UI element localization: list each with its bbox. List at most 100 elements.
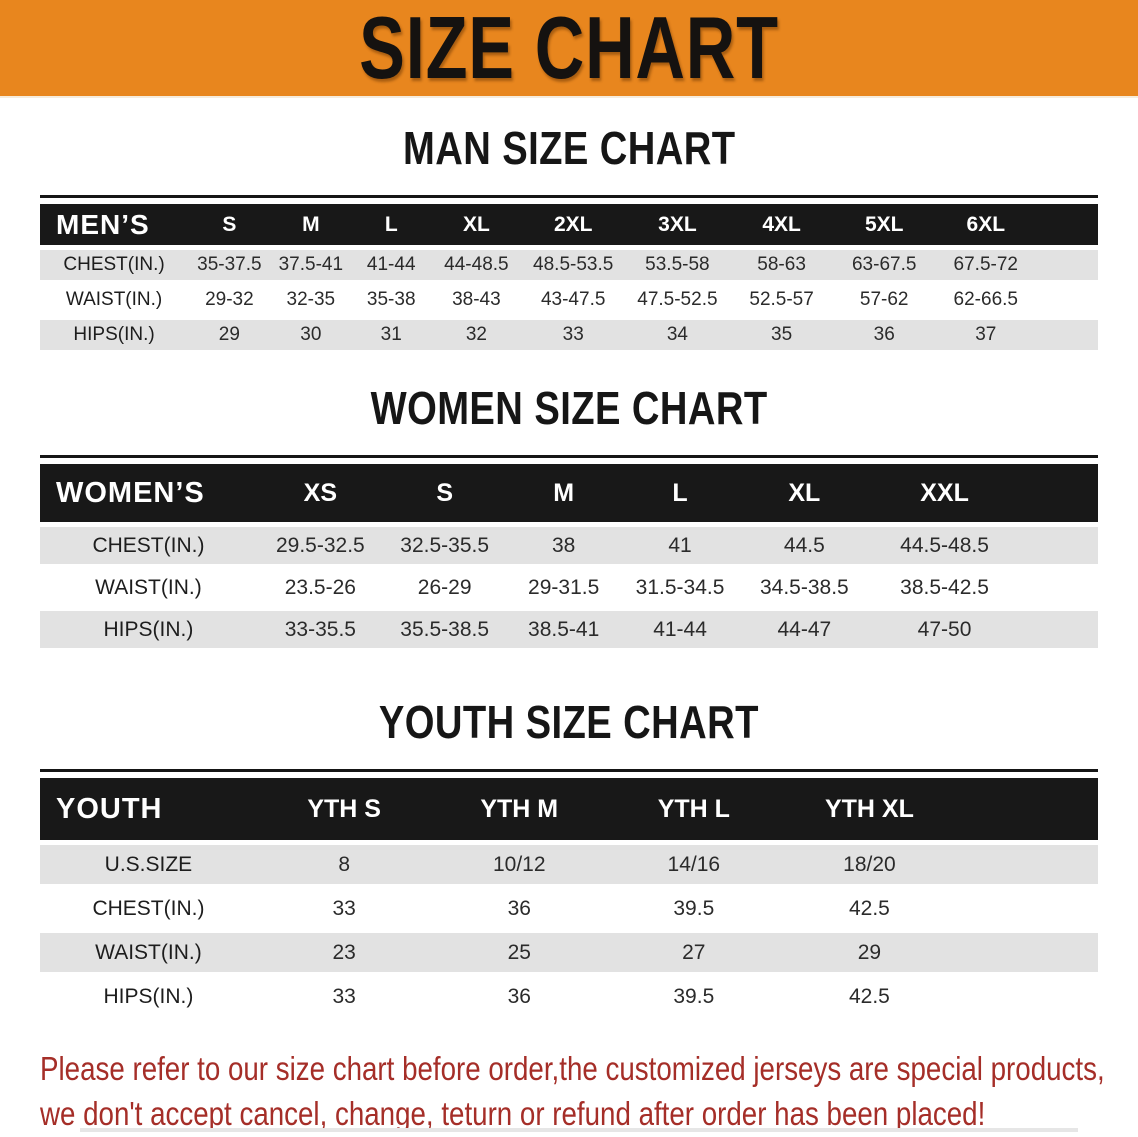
womens-size-table: WOMEN’S XS S M L XL XXL CHEST(IN.) 29.5-32.5 32.5… <box>40 455 1098 653</box>
size-column-header: 2XL <box>521 204 626 245</box>
size-column-header: 3XL <box>625 204 730 245</box>
size-column-header: YTH S <box>256 778 432 840</box>
size-cell: 48.5-53.5 <box>521 250 626 280</box>
size-column-header: L <box>621 464 739 522</box>
size-column-header: YTH XL <box>780 778 959 840</box>
youth-section-heading-text: YOUTH SIZE CHART <box>379 696 759 748</box>
table-row: WAIST(IN.) 23 25 27 29 <box>40 933 1098 972</box>
row-label: HIPS(IN.) <box>40 977 257 1016</box>
size-cell: 35-37.5 <box>188 250 271 280</box>
table-header-row: YOUTH YTH S YTH M YTH L YTH XL <box>40 778 1098 840</box>
size-column-header: XXL <box>870 464 1019 522</box>
row-label: WAIST(IN.) <box>40 569 257 606</box>
table-row: U.S.SIZE 8 10/12 14/16 18/20 <box>40 845 1098 884</box>
size-cell: 44-48.5 <box>431 250 522 280</box>
header-filler <box>958 778 1098 840</box>
size-cell: 33-35.5 <box>256 611 384 648</box>
row-filler <box>1018 527 1098 564</box>
size-cell: 38.5-42.5 <box>870 569 1019 606</box>
women-section-heading: WOMEN SIZE CHART <box>0 385 1138 431</box>
size-cell: 39.5 <box>607 977 781 1016</box>
disclaimer-line-1: Please refer to our size chart before or… <box>40 1050 1105 1087</box>
size-cell: 67.5-72 <box>935 250 1037 280</box>
size-cell: 32 <box>431 320 522 350</box>
row-filler <box>1018 611 1098 648</box>
size-cell: 44-47 <box>738 611 871 648</box>
size-cell: 41 <box>621 527 739 564</box>
size-cell: 27 <box>607 933 781 972</box>
size-table: WOMEN’S XS S M L XL XXL CHEST(IN.) 29.5-32.5 32.5… <box>40 459 1098 653</box>
table-row: HIPS(IN.) 33-35.5 35.5-38.5 38.5-41 41-44 44-… <box>40 611 1098 648</box>
size-column-header: 6XL <box>935 204 1037 245</box>
row-label: HIPS(IN.) <box>40 611 257 648</box>
size-cell: 38 <box>505 527 622 564</box>
size-cell: 37.5-41 <box>270 250 352 280</box>
size-cell: 30 <box>270 320 352 350</box>
size-cell: 35.5-38.5 <box>383 611 506 648</box>
youth-section-heading: YOUTH SIZE CHART <box>0 699 1138 745</box>
size-cell: 36 <box>431 977 608 1016</box>
size-cell: 31.5-34.5 <box>621 569 739 606</box>
size-cell: 43-47.5 <box>521 285 626 315</box>
size-column-header: XS <box>256 464 384 522</box>
size-cell: 63-67.5 <box>833 250 935 280</box>
header-filler <box>1036 204 1098 245</box>
size-cell: 62-66.5 <box>935 285 1037 315</box>
table-row: CHEST(IN.) 29.5-32.5 32.5-35.5 38 41 44.5 44.5… <box>40 527 1098 564</box>
size-cell: 33 <box>256 977 432 1016</box>
table-header-row: MEN’S S M L XL 2XL 3XL 4XL 5XL 6XL <box>40 204 1098 245</box>
row-label: CHEST(IN.) <box>40 250 189 280</box>
size-cell: 47.5-52.5 <box>625 285 730 315</box>
size-column-header: YTH L <box>607 778 781 840</box>
table-corner-label: WOMEN’S <box>40 464 257 522</box>
banner: SIZE CHART <box>0 0 1138 98</box>
disclaimer-line-2: we don't accept cancel, change, teturn o… <box>40 1094 986 1132</box>
size-cell: 23 <box>256 933 432 972</box>
women-section-heading-text: WOMEN SIZE CHART <box>370 382 768 434</box>
size-cell: 10/12 <box>431 845 608 884</box>
size-cell: 36 <box>431 889 608 928</box>
header-filler <box>1018 464 1098 522</box>
size-cell: 29-32 <box>188 285 271 315</box>
row-label: HIPS(IN.) <box>40 320 189 350</box>
size-cell: 29-31.5 <box>505 569 622 606</box>
size-cell: 33 <box>521 320 626 350</box>
table-row: HIPS(IN.) 33 36 39.5 42.5 <box>40 977 1098 1016</box>
row-filler <box>1036 320 1098 350</box>
size-column-header: L <box>351 204 432 245</box>
size-column-header: M <box>505 464 622 522</box>
size-table: YOUTH YTH S YTH M YTH L YTH XL U.S.SIZE 8 10/12… <box>40 773 1098 1021</box>
row-label: CHEST(IN.) <box>40 527 257 564</box>
size-cell: 58-63 <box>729 250 834 280</box>
size-cell: 31 <box>351 320 432 350</box>
row-filler <box>1036 285 1098 315</box>
size-cell: 29 <box>188 320 271 350</box>
banner-title: SIZE CHART <box>359 0 779 97</box>
size-cell: 44.5 <box>738 527 871 564</box>
size-cell: 38-43 <box>431 285 522 315</box>
size-cell: 38.5-41 <box>505 611 622 648</box>
table-corner-label: MEN’S <box>40 204 189 245</box>
size-cell: 37 <box>935 320 1037 350</box>
man-section-heading: MAN SIZE CHART <box>0 125 1138 171</box>
size-cell: 29 <box>780 933 959 972</box>
row-filler <box>1036 250 1098 280</box>
size-cell: 14/16 <box>607 845 781 884</box>
youth-size-table: YOUTH YTH S YTH M YTH L YTH XL U.S.SIZE 8 10/12… <box>40 769 1098 1021</box>
size-cell: 35-38 <box>351 285 432 315</box>
mens-size-table: MEN’S S M L XL 2XL 3XL 4XL 5XL 6XL CHEST(IN.) 35-37… <box>40 195 1098 355</box>
size-cell: 18/20 <box>780 845 959 884</box>
size-cell: 41-44 <box>621 611 739 648</box>
size-cell: 42.5 <box>780 977 959 1016</box>
row-filler <box>958 933 1098 972</box>
size-cell: 26-29 <box>383 569 506 606</box>
table-corner-label: YOUTH <box>40 778 257 840</box>
table-header-row: WOMEN’S XS S M L XL XXL <box>40 464 1098 522</box>
row-filler <box>958 977 1098 1016</box>
size-cell: 41-44 <box>351 250 432 280</box>
table-row: WAIST(IN.) 23.5-26 26-29 29-31.5 31.5-34.5 34… <box>40 569 1098 606</box>
row-filler <box>1018 569 1098 606</box>
size-cell: 29.5-32.5 <box>256 527 384 564</box>
row-filler <box>958 889 1098 928</box>
table-row: WAIST(IN.) 29-32 32-35 35-38 38-43 43-47.5 47.… <box>40 285 1098 315</box>
